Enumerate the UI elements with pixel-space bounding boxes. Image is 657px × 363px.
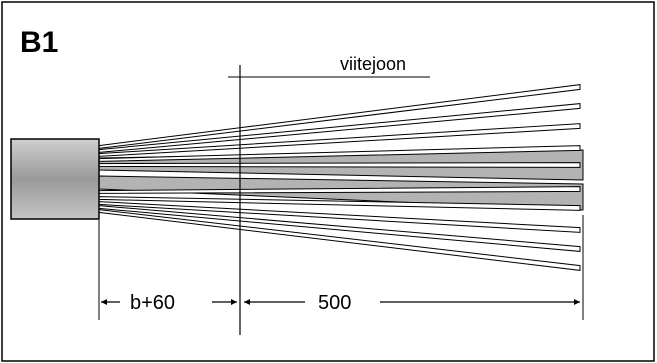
figure-title: B1 [20,26,58,59]
dimension-left-label: b+60 [130,292,175,314]
reference-line-label: viitejoon [340,54,406,74]
wire [98,162,581,168]
cable-sheath [10,138,100,220]
dimension-right-label: 500 [318,292,351,314]
wire-fan [98,84,584,271]
